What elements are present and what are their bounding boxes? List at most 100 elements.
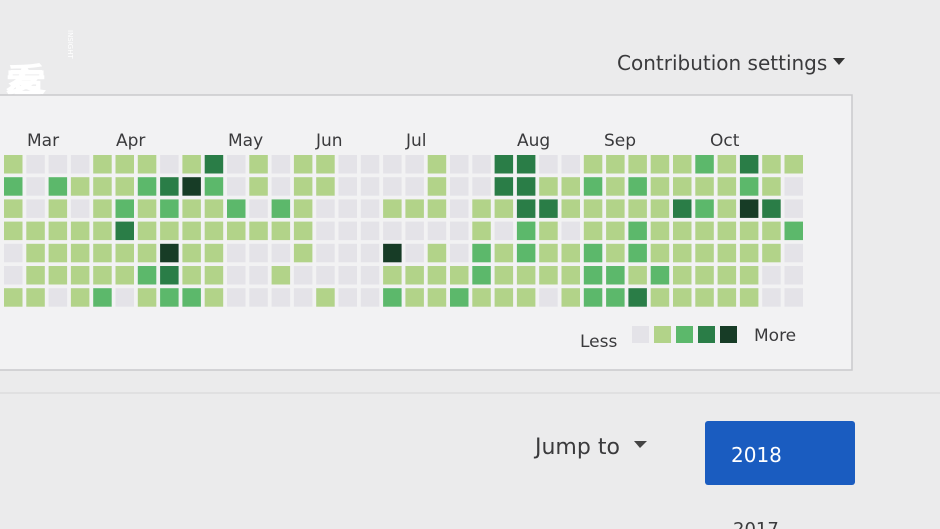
day-cell <box>739 221 759 241</box>
day-cell <box>583 199 603 218</box>
day-cell <box>606 266 625 285</box>
day-cell <box>695 288 714 307</box>
year-label[interactable]: 2017 <box>733 519 779 529</box>
month-label: Sep <box>604 131 636 151</box>
day-cell <box>717 266 737 285</box>
day-cell <box>695 199 714 218</box>
day-cell <box>137 266 157 285</box>
day-cell <box>516 288 536 307</box>
day-cell <box>137 221 157 241</box>
day-cell <box>539 288 558 307</box>
day-cell <box>472 221 491 241</box>
day-cell <box>360 266 380 285</box>
day-cell <box>204 221 224 241</box>
day-cell <box>204 288 224 307</box>
day-cell <box>182 155 201 174</box>
day-cell <box>717 177 737 196</box>
day-cell <box>137 155 157 174</box>
day-cell <box>405 221 424 241</box>
legend-more: More <box>754 326 796 346</box>
day-cell <box>360 199 380 218</box>
day-cell <box>784 221 803 241</box>
day-cell <box>561 199 580 218</box>
day-cell <box>516 221 536 241</box>
day-cell <box>360 155 380 174</box>
day-cell <box>628 288 647 307</box>
day-cell <box>182 221 201 241</box>
day-cell <box>360 221 380 241</box>
day-cell <box>4 177 23 196</box>
day-cell <box>606 155 625 174</box>
day-cell <box>48 243 68 263</box>
day-cell <box>695 177 714 196</box>
watermark-subtitle: INSIGHT <box>66 30 74 59</box>
jump-to[interactable]: Jump to <box>533 435 620 460</box>
year-button[interactable] <box>705 421 855 485</box>
day-cell <box>539 199 558 218</box>
settings-link[interactable]: Contribution settings <box>617 51 827 75</box>
day-cell <box>762 221 781 241</box>
day-cell <box>115 221 134 241</box>
day-cell <box>561 155 580 174</box>
day-cell <box>316 199 335 218</box>
day-cell <box>628 266 647 285</box>
day-cell <box>249 288 268 307</box>
day-cell <box>271 288 291 307</box>
day-cell <box>494 221 514 241</box>
day-cell <box>450 177 469 196</box>
day-cell <box>762 155 781 174</box>
day-cell <box>650 221 670 241</box>
day-cell <box>784 177 803 196</box>
day-cell <box>115 199 134 218</box>
day-cell <box>494 266 514 285</box>
day-cell <box>26 288 45 307</box>
year-label[interactable]: 2018 <box>731 443 782 467</box>
day-cell <box>673 155 692 174</box>
day-cell <box>650 243 670 263</box>
day-cell <box>650 177 670 196</box>
day-cell <box>739 177 759 196</box>
day-cell <box>182 266 201 285</box>
day-cell <box>249 243 268 263</box>
month-label: May <box>228 131 263 151</box>
day-cell <box>739 243 759 263</box>
day-cell <box>717 155 737 174</box>
day-cell <box>93 177 112 196</box>
day-cell <box>70 177 90 196</box>
day-cell <box>338 288 357 307</box>
day-cell <box>204 155 224 174</box>
day-cell <box>249 199 268 218</box>
day-cell <box>137 177 157 196</box>
day-cell <box>249 155 268 174</box>
day-cell <box>695 243 714 263</box>
day-cell <box>115 266 134 285</box>
day-cell <box>606 221 625 241</box>
day-cell <box>70 155 90 174</box>
day-cell <box>70 243 90 263</box>
day-cell <box>93 221 112 241</box>
day-cell <box>70 221 90 241</box>
day-cell <box>26 266 45 285</box>
day-cell <box>650 288 670 307</box>
day-cell <box>628 155 647 174</box>
day-cell <box>137 243 157 263</box>
day-cell <box>784 243 803 263</box>
day-cell <box>450 288 469 307</box>
day-cell <box>160 288 179 307</box>
day-cell <box>762 177 781 196</box>
day-cell <box>93 288 112 307</box>
month-label: Apr <box>116 131 145 151</box>
day-cell <box>70 288 90 307</box>
month-label: Jun <box>315 131 343 151</box>
day-cell <box>26 199 45 218</box>
day-cell <box>628 177 647 196</box>
day-cell <box>26 155 45 174</box>
day-cell <box>383 221 402 241</box>
day-cell <box>450 199 469 218</box>
day-cell <box>628 221 647 241</box>
day-cell <box>561 177 580 196</box>
day-cell <box>739 155 759 174</box>
legend-swatch <box>698 326 715 343</box>
day-cell <box>427 243 447 263</box>
day-cell <box>539 177 558 196</box>
